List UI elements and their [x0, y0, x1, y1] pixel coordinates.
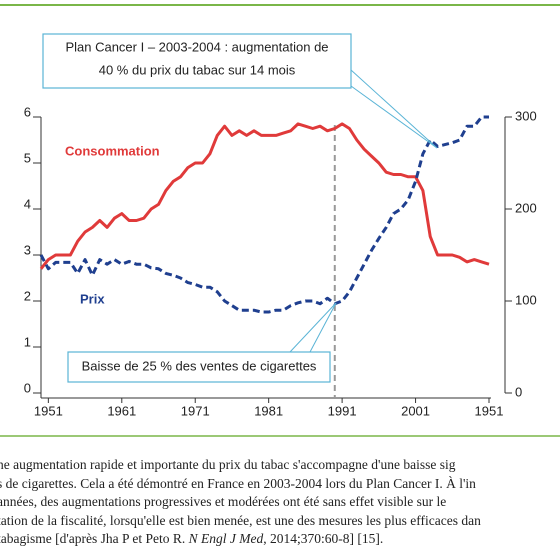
y-tick-label: 0	[24, 380, 31, 395]
journal: N Engl J Med	[188, 531, 264, 546]
annotation-text: Plan Cancer I – 2003-2004 : augmentation…	[65, 39, 328, 54]
y-tick-label: 6	[24, 104, 31, 119]
caption-text: , 2014;370:60-8] [15].	[263, 531, 384, 546]
caption: ne augmentation rapide et importante du …	[0, 456, 560, 549]
caption-text: tabagisme [d'après Jha P et Peto R.	[0, 531, 189, 546]
annotation-box	[67, 351, 331, 383]
x-tick-label: 1991	[328, 403, 357, 418]
x-tick-label: 1951	[475, 403, 504, 418]
y2-tick-label: 300	[515, 108, 537, 123]
x-tick-label: 1981	[254, 403, 283, 418]
chart: 0 1 2 3 4 5 6 0 100 200 300 1951 1961 1971 1981 1991 200…	[0, 4, 560, 437]
x-tick-label: 1971	[181, 403, 210, 418]
leader-line	[309, 302, 337, 353]
annotation-box	[42, 33, 352, 89]
annotation-text: 40 % du prix du tabac sur 14 mois	[99, 62, 296, 77]
series-line	[39, 122, 490, 270]
series-label: Consommation	[65, 143, 160, 158]
plot: 0 1 2 3 4 5 6 0 100 200 300 1951 1961 1971 1981 1991 200…	[24, 104, 537, 418]
y-tick-label: 5	[24, 150, 31, 165]
y2-tick-label: 0	[515, 384, 522, 399]
leader-line	[350, 69, 438, 149]
y-tick-label: 2	[24, 288, 31, 303]
series-line	[39, 115, 489, 314]
annotation-text: Baisse de 25 % des ventes de cigarettes	[82, 358, 317, 373]
y-tick-label: 3	[24, 242, 31, 257]
y2-tick-label: 100	[515, 292, 537, 307]
caption-line: années, des augmentations progressives e…	[0, 494, 447, 509]
y-tick-label: 1	[24, 334, 31, 349]
x-tick-label: 1961	[107, 403, 136, 418]
leader-line	[350, 85, 438, 149]
leader-line	[289, 302, 337, 353]
caption-line: ne augmentation rapide et importante du …	[0, 457, 456, 472]
x-tick-label: 2001	[401, 403, 430, 418]
caption-line: tation de la fiscalité, lorsqu'elle est …	[0, 512, 481, 528]
y2-tick-label: 200	[515, 200, 537, 215]
caption-line: s de cigarettes. Cela a été démontré en …	[0, 475, 476, 491]
series-label: Prix	[80, 291, 105, 306]
caption-line: tabagisme [d'après Jha P et Peto R. N En…	[0, 530, 560, 549]
y-tick-label: 4	[24, 196, 31, 211]
x-tick-label: 1951	[34, 403, 63, 418]
